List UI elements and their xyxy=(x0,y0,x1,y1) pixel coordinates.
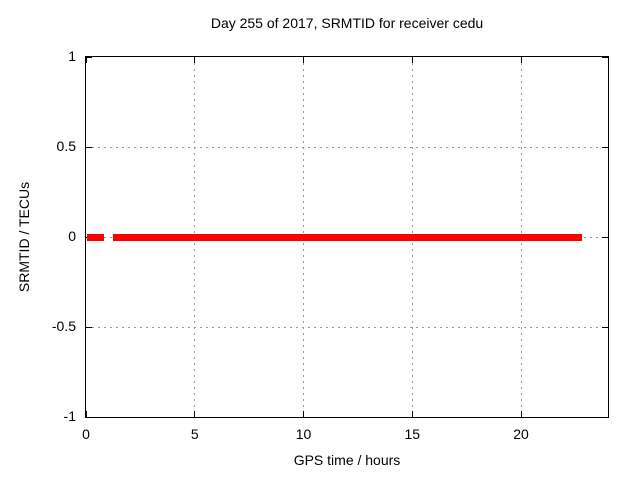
x-tick-label: 0 xyxy=(82,426,90,442)
x-tick-label: 15 xyxy=(404,426,421,442)
x-tickmark-bottom xyxy=(411,411,413,417)
y-tickmark-left xyxy=(86,56,92,58)
x-tickmark-bottom xyxy=(85,411,87,417)
y-tickmark-left xyxy=(86,326,92,328)
x-tickmark-top xyxy=(194,57,196,63)
y-tick-label: 0 xyxy=(68,228,76,244)
x-tickmark-top xyxy=(85,57,87,63)
y-gridline xyxy=(86,326,608,328)
x-tickmark-top xyxy=(520,57,522,63)
x-tickmark-top xyxy=(411,57,413,63)
data-line-segment xyxy=(112,233,582,241)
plot-area: 0 5 10 15 20 -1 -0.5 0 0.5 1 xyxy=(52,48,609,442)
x-tick-label: 5 xyxy=(190,426,199,442)
data-line-segment xyxy=(87,233,104,241)
y-tickmark-right xyxy=(602,326,608,328)
x-tickmark-bottom xyxy=(194,411,196,417)
y-tickmark-right xyxy=(602,416,608,418)
y-tickmark-right xyxy=(602,146,608,148)
y-tick-label: -1 xyxy=(63,408,76,424)
y-tickmark-right xyxy=(602,56,608,58)
y-tickmark-left xyxy=(86,416,92,418)
x-tick-label: 10 xyxy=(295,426,312,442)
chart-title: Day 255 of 2017, SRMTID for receiver ced… xyxy=(210,15,484,31)
y-gridline xyxy=(86,146,608,148)
x-tickmark-bottom xyxy=(520,411,522,417)
x-tickmark-top xyxy=(303,57,304,63)
y-tickmark-right xyxy=(602,236,608,238)
y-tick-label: 1 xyxy=(68,48,76,64)
x-axis-label: GPS time / hours xyxy=(293,452,401,468)
y-tick-label: -0.5 xyxy=(51,318,76,334)
y-tick-label: 0.5 xyxy=(56,138,76,154)
y-tickmark-left xyxy=(86,146,92,148)
x-tick-label: 20 xyxy=(513,426,529,442)
x-tickmark-bottom xyxy=(303,411,304,417)
